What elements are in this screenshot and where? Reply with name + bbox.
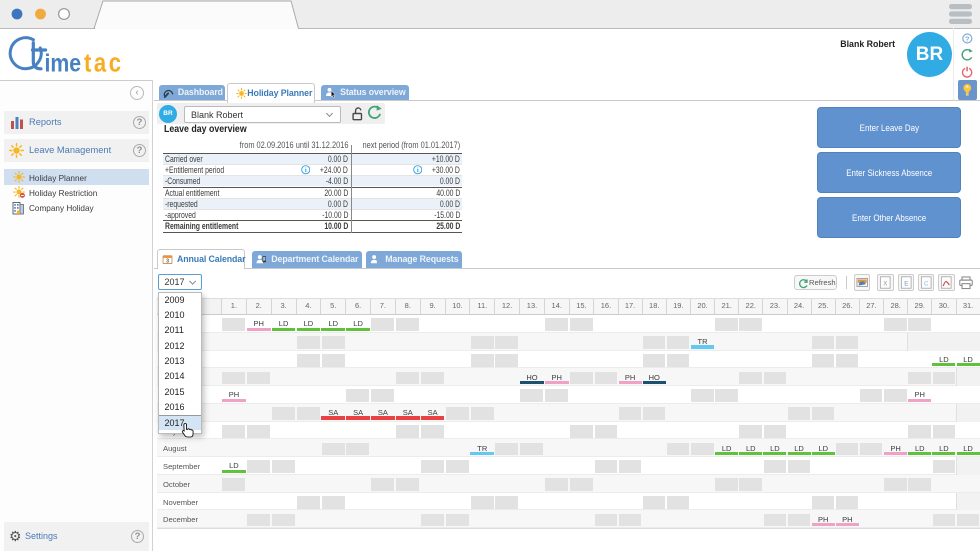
svg-text:E: E — [904, 281, 908, 288]
svg-text:X: X — [883, 281, 887, 288]
svg-text:3: 3 — [166, 258, 169, 264]
svg-text:tac: tac — [84, 49, 124, 77]
svg-text:i: i — [416, 168, 418, 175]
svg-text:C: C — [924, 281, 929, 288]
svg-text:?: ? — [965, 34, 970, 43]
svg-text:i: i — [304, 168, 306, 175]
svg-text:ime: ime — [45, 49, 82, 77]
